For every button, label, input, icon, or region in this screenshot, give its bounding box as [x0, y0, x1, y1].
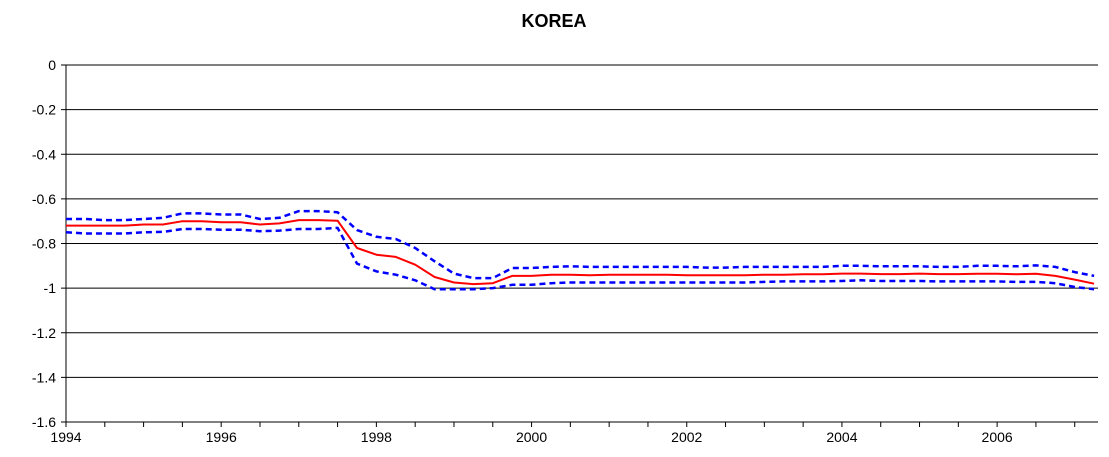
x-tick-label: 2006: [982, 429, 1013, 445]
y-tick-label: -0.8: [32, 236, 56, 252]
x-tick-label: 1998: [361, 429, 392, 445]
y-tick-label: -0.2: [32, 102, 56, 118]
axes: [61, 64, 1098, 427]
chart-title: KOREA: [521, 11, 586, 31]
x-tick-label: 2004: [826, 429, 857, 445]
gridlines: [66, 64, 1098, 378]
series-line-estimate: [66, 219, 1095, 286]
x-tick-label: 1994: [50, 429, 81, 445]
y-tick-label: -0.4: [32, 146, 56, 162]
y-tick-label: 0: [48, 57, 56, 73]
series: [65, 209, 1095, 291]
y-tick-label: -1.4: [32, 369, 56, 385]
series-line-upper-band: [66, 209, 1095, 280]
y-tick-label: -0.6: [32, 191, 56, 207]
series-line-lower-band: [65, 226, 1095, 291]
x-tick-label: 2002: [671, 429, 702, 445]
y-tick-label: -1.6: [32, 414, 56, 430]
y-tick-label: -1.2: [32, 325, 56, 341]
y-tick-label: -1: [44, 280, 57, 296]
x-tick-label: 1996: [206, 429, 237, 445]
x-tick-label: 2000: [516, 429, 547, 445]
